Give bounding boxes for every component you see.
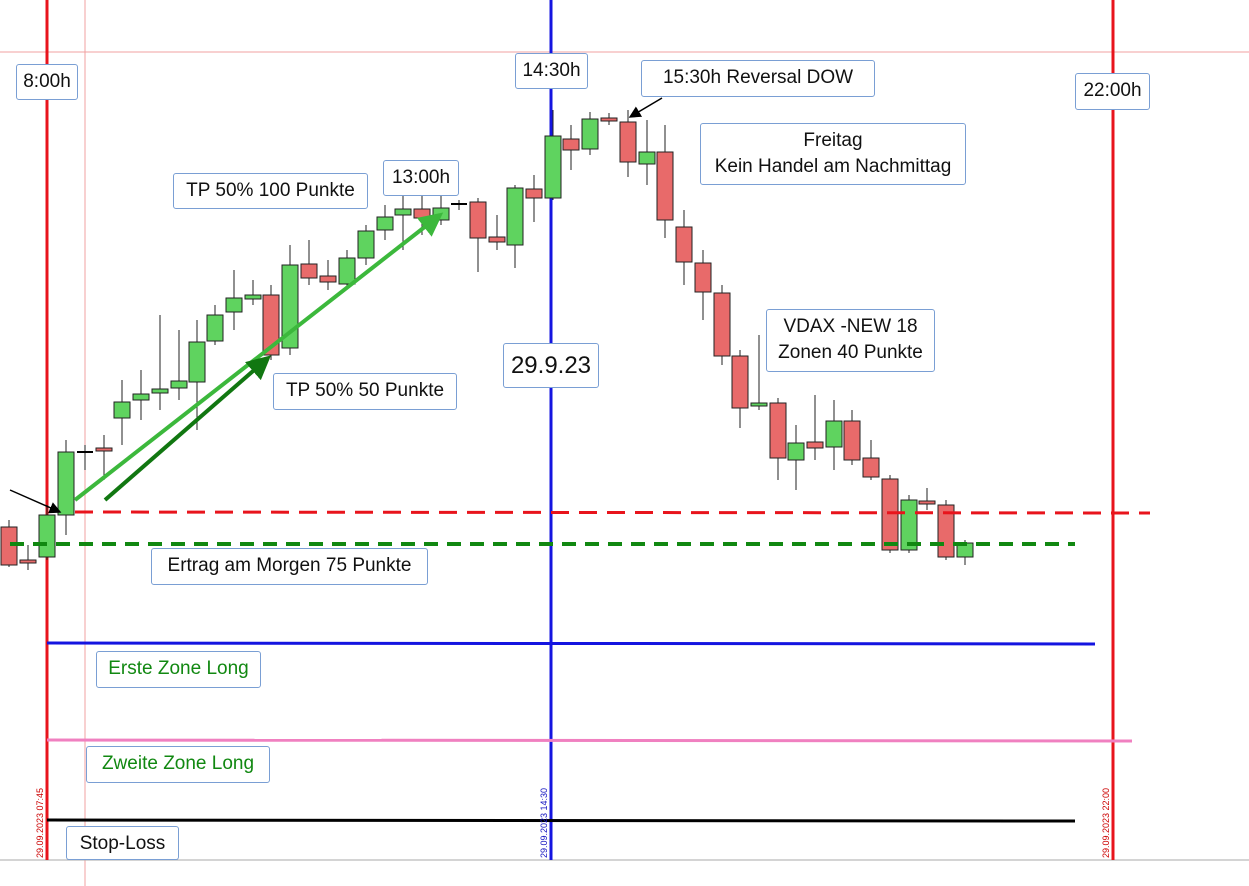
- zone-line-second: [46, 738, 1133, 743]
- candle-body: [206, 314, 224, 342]
- candle-body: [918, 500, 936, 505]
- candle-body: [713, 292, 731, 357]
- candle-body: [38, 514, 56, 558]
- candle-body: [638, 151, 656, 165]
- candle-body: [881, 478, 899, 551]
- candle-body: [600, 117, 618, 122]
- note: TP 50% 50 Punkte: [273, 373, 457, 410]
- note-line: Kein Handel am Nachmittag: [714, 156, 952, 177]
- candle-body: [843, 420, 861, 461]
- note-line: VDAX -NEW 18: [783, 316, 918, 337]
- candle-body: [132, 393, 150, 401]
- candle-body: [769, 402, 787, 459]
- candle-body: [57, 451, 75, 516]
- candle-body: [113, 401, 131, 419]
- trend-arrow: [73, 212, 444, 502]
- candle-body: [525, 188, 543, 199]
- trend-arrow-2: [103, 355, 272, 502]
- candle-body: [357, 230, 375, 259]
- candle-body: [413, 208, 431, 219]
- entry-arrow: [9, 489, 62, 514]
- candle-body: [619, 121, 637, 163]
- candle-body: [151, 388, 169, 394]
- candle-body: [506, 187, 524, 246]
- time-label: 22:00h: [1075, 73, 1150, 110]
- time-label: 13:00h: [383, 160, 459, 196]
- candle-body: [469, 201, 487, 239]
- candle-body: [244, 294, 262, 300]
- candle-body: [300, 263, 318, 279]
- time-stamp: 29.09.2023 22:00: [1101, 788, 1111, 858]
- zone-label: Zweite Zone Long: [86, 746, 270, 783]
- time-label: 8:00h: [16, 64, 78, 100]
- candle-body: [806, 441, 824, 449]
- candle-body: [787, 442, 805, 461]
- note-line: Freitag: [803, 130, 863, 151]
- candle-body: [262, 294, 280, 356]
- stop-line: [46, 818, 1076, 823]
- candle-body: [19, 559, 37, 564]
- note: TP 50% 100 Punkte: [173, 173, 368, 209]
- candle-body: [95, 447, 113, 452]
- reversal-arrow: [628, 97, 663, 118]
- note: Ertrag am Morgen 75 Punkte: [151, 548, 428, 585]
- candle-body: [319, 275, 337, 283]
- candle-body: [376, 216, 394, 231]
- candle-body: [562, 138, 580, 151]
- candle-body: [544, 135, 562, 199]
- note: VDAX -NEW 18 Zonen 40 Punkte: [766, 309, 935, 372]
- candle-body: [675, 226, 693, 263]
- candle-body: [188, 341, 206, 383]
- candle-body: [862, 457, 880, 478]
- candle-body: [656, 151, 674, 221]
- candle-body: [694, 262, 712, 293]
- resistance-line: [74, 510, 1151, 515]
- candle-body: [900, 499, 918, 551]
- zone-label: Stop-Loss: [66, 826, 179, 860]
- time-stamp: 29.09.2023 07:45: [35, 788, 45, 858]
- note-line: Zonen 40 Punkte: [778, 342, 923, 363]
- zone-line-first: [46, 641, 1096, 646]
- candle-body: [731, 355, 749, 409]
- candle-body: [488, 236, 506, 243]
- date-label: 29.9.23: [503, 343, 599, 388]
- note: Freitag Kein Handel am Nachmittag: [700, 123, 966, 185]
- candle-body: [825, 420, 843, 448]
- candle-body: [225, 297, 243, 313]
- time-label: 14:30h: [515, 53, 588, 89]
- zone-label: Erste Zone Long: [96, 651, 261, 688]
- note: 15:30h Reversal DOW: [641, 60, 875, 97]
- time-stamp: 29.09.2023 14:30: [539, 788, 549, 858]
- candle-body: [338, 257, 356, 285]
- candle-body: [394, 208, 412, 216]
- candle-body: [170, 380, 188, 389]
- candle-body: [750, 402, 768, 407]
- candle-body: [581, 118, 599, 150]
